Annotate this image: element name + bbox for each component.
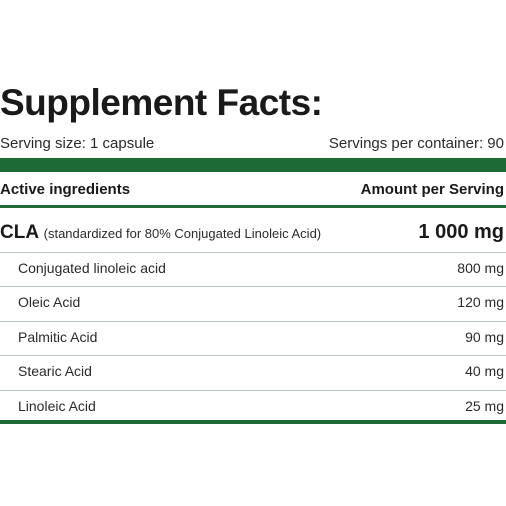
servings-per-container: Servings per container: 90 [328,135,504,152]
ingredient-row: Oleic Acid 120 mg [0,286,506,320]
ingredient-amount: 120 mg [457,294,504,311]
ingredient-name: Palmitic Acid [18,328,98,345]
ingredient-row: Conjugated linoleic acid 800 mg [0,252,506,286]
row-separator [0,355,506,357]
row-separator [0,252,506,253]
main-note: (standardized for 80% Conjugated Linolei… [43,226,322,241]
ingredient-amount: 40 mg [465,363,504,380]
row-separator [0,320,506,322]
ingredient-amount: 800 mg [457,260,504,276]
ingredient-name: Conjugated linoleic acid [18,260,166,276]
column-header: Active ingredients [0,181,131,198]
main-amount: 1 000 mg [418,221,504,243]
ingredient-amount: 90 mg [465,328,504,345]
divider [0,205,506,208]
ingredient-name: Linoleic Acid [18,397,96,414]
divider-thick [0,158,506,172]
row-separator [0,286,506,288]
ingredient-row: Palmitic Acid 90 mg [0,321,506,355]
main-ingredient: CLA (standardized for 80% Conjugated Lin… [0,222,321,244]
main-name: CLA [0,222,39,243]
divider-bottom [0,420,506,424]
title: Supplement Facts: [0,82,323,123]
ingredient-row: Linoleic Acid 25 mg [0,390,506,424]
row-separator [0,389,506,391]
serving-size: Serving size: 1 capsule [0,135,155,152]
ingredient-name: Oleic Acid [18,294,81,311]
ingredient-amount: 25 mg [465,397,504,414]
ingredient-name: Stearic Acid [18,363,92,380]
column-header: Amount per Serving [360,181,504,198]
ingredient-row: Stearic Acid 40 mg [0,355,506,389]
